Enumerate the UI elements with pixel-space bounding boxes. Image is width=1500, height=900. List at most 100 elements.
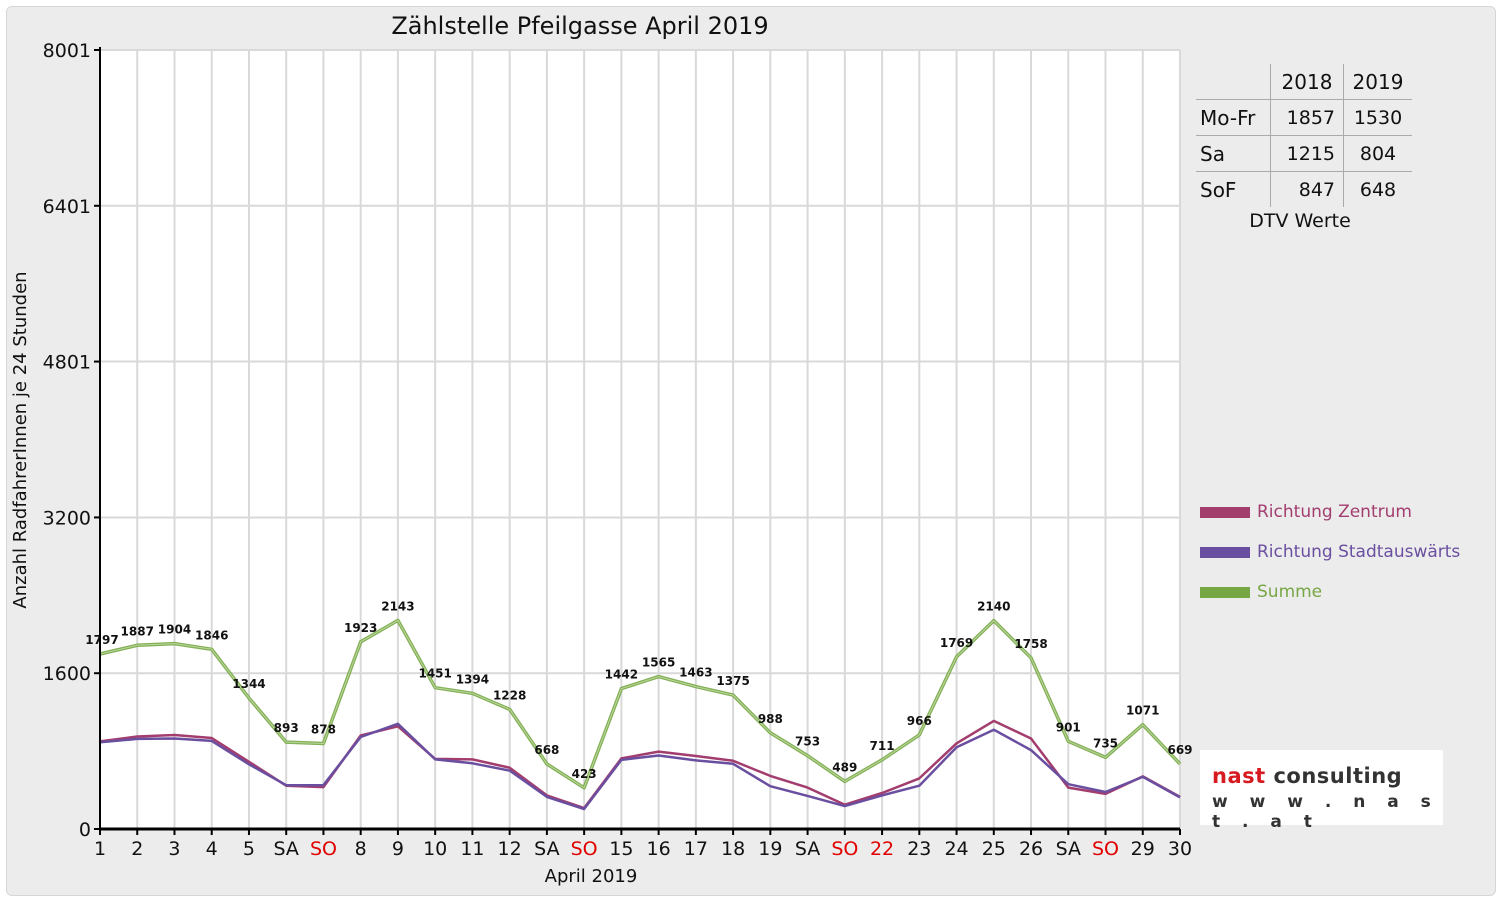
x-tick-label: 25 <box>982 838 1006 860</box>
x-tick-label: 30 <box>1168 838 1192 860</box>
y-tick-label: 8001 <box>43 40 91 62</box>
data-label: 735 <box>1093 736 1118 750</box>
x-tick-label: 4 <box>206 838 218 860</box>
data-label: 423 <box>572 767 597 781</box>
data-label: 1887 <box>121 624 154 638</box>
logo-url: w w w . n a s t . a t <box>1212 792 1439 832</box>
x-tick-label: 19 <box>758 838 782 860</box>
data-label: 1923 <box>344 621 377 635</box>
legend-item-zentrum: Richtung Zentrum <box>1200 492 1460 532</box>
data-label: 1228 <box>493 688 526 702</box>
dtv-cell: 1530 <box>1343 99 1412 136</box>
legend: Richtung Zentrum Richtung Stadtauswärts … <box>1200 492 1460 612</box>
x-tick-label: SO <box>831 838 858 860</box>
dtv-row-label: Mo-Fr <box>1196 99 1271 136</box>
x-axis-label: April 2019 <box>545 866 638 887</box>
legend-swatch <box>1200 586 1250 598</box>
x-tick-label: 18 <box>721 838 745 860</box>
legend-item-stadtauswaerts: Richtung Stadtauswärts <box>1200 532 1460 572</box>
x-tick-label: 8 <box>355 838 367 860</box>
x-tick-label: 3 <box>168 838 180 860</box>
data-label: 878 <box>311 723 336 737</box>
x-tick-label: 16 <box>647 838 671 860</box>
x-tick-label: SA <box>1056 838 1081 860</box>
dtv-cell: 847 <box>1270 171 1344 207</box>
dtv-cell: 1215 <box>1270 135 1344 172</box>
data-label: 1375 <box>716 674 749 688</box>
data-label: 1451 <box>418 667 451 681</box>
data-label: 1463 <box>679 666 712 680</box>
legend-label: Richtung Stadtauswärts <box>1257 542 1461 562</box>
chart-title: Zählstelle Pfeilgasse April 2019 <box>391 12 769 40</box>
data-label: 1758 <box>1014 637 1047 651</box>
x-tick-label: 24 <box>944 838 968 860</box>
dtv-cell: 1857 <box>1270 99 1344 136</box>
plot-area <box>100 50 1180 829</box>
data-label: 893 <box>274 721 299 735</box>
x-tick-label: 1 <box>94 838 106 860</box>
dtv-table: 2018 2019 Mo-Fr 1857 1530 Sa 1215 804 So… <box>1196 64 1416 207</box>
dtv-row-label: SoF <box>1200 177 1237 202</box>
legend-label: Richtung Zentrum <box>1257 502 1412 522</box>
company-logo: nast consulting w w w . n a s t . a t <box>1200 750 1443 832</box>
y-axis-label: Anzahl RadfahrerInnen je 24 Stunden <box>10 271 31 608</box>
x-tick-label: 29 <box>1131 838 1155 860</box>
x-tick-label: SA <box>273 838 298 860</box>
data-label: 988 <box>758 712 783 726</box>
data-label: 1797 <box>85 633 118 647</box>
x-tick-label: SO <box>571 838 598 860</box>
data-label: 1904 <box>158 623 191 637</box>
x-tick-label: 17 <box>684 838 708 860</box>
logo-wordmark: nast consulting <box>1212 764 1403 788</box>
data-label: 489 <box>832 760 857 774</box>
legend-label: Summe <box>1257 582 1323 602</box>
y-tick-label: 3200 <box>43 507 91 529</box>
y-tick-label: 6401 <box>43 196 91 218</box>
data-label: 901 <box>1056 720 1081 734</box>
x-tick-label: 2 <box>131 838 143 860</box>
x-tick-label: 5 <box>243 838 255 860</box>
data-label: 1442 <box>605 668 638 682</box>
dtv-cell: 804 <box>1343 135 1412 172</box>
x-tick-label: SA <box>534 838 559 860</box>
data-label: 753 <box>795 735 820 749</box>
data-label: 1846 <box>195 628 228 642</box>
dtv-caption: DTV Werte <box>1249 210 1351 232</box>
x-tick-label: 11 <box>460 838 484 860</box>
data-label: 2143 <box>381 599 414 613</box>
x-tick-label: SO <box>310 838 337 860</box>
x-tick-label: 22 <box>870 838 894 860</box>
data-label: 1071 <box>1126 704 1159 718</box>
data-label: 668 <box>534 743 559 757</box>
dtv-row-label: Sa <box>1196 135 1271 172</box>
x-tick-label: 10 <box>423 838 447 860</box>
x-tick-label: 12 <box>498 838 522 860</box>
y-tick-label: 4801 <box>43 352 91 374</box>
series-line-summe-highlight <box>99 619 1181 789</box>
legend-swatch <box>1200 506 1250 518</box>
data-label: 711 <box>870 739 895 753</box>
series-line-stadtauswaerts <box>99 722 1181 811</box>
x-tick-label: 15 <box>609 838 633 860</box>
y-tick-label: 0 <box>79 819 91 841</box>
data-label: 966 <box>907 714 932 728</box>
dtv-header-2018: 2018 <box>1270 64 1344 100</box>
dtv-cell: 648 <box>1343 171 1412 207</box>
data-label: 1394 <box>456 672 489 686</box>
data-label: 1769 <box>940 636 973 650</box>
x-tick-label: 26 <box>1019 838 1043 860</box>
dtv-header-2019: 2019 <box>1343 64 1412 100</box>
x-tick-label: SO <box>1092 838 1119 860</box>
y-tick-label: 1600 <box>43 663 91 685</box>
data-label: 2140 <box>977 600 1010 614</box>
x-tick-label: SA <box>795 838 820 860</box>
x-tick-label: 23 <box>907 838 931 860</box>
data-label: 1344 <box>232 677 265 691</box>
data-label: 669 <box>1167 743 1192 757</box>
legend-swatch <box>1200 546 1250 558</box>
data-label: 1565 <box>642 656 675 670</box>
x-tick-label: 9 <box>392 838 404 860</box>
